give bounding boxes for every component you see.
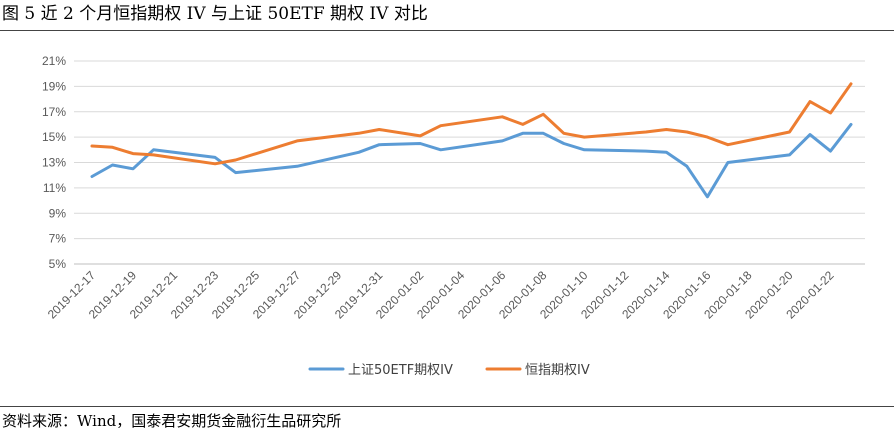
legend-label: 恒指期权IV — [525, 362, 590, 378]
series-line-2 — [90, 82, 853, 166]
legend: 上证50ETF期权IV 恒指期权IV — [308, 362, 590, 378]
top-rule — [0, 30, 894, 31]
source-note: 资料来源：Wind，国泰君安期货金融衍生品研究所 — [2, 412, 342, 430]
series-lines — [90, 82, 853, 199]
x-axis: 2019-12-172019-12-192019-12-212019-12-23… — [45, 268, 837, 322]
y-tick-label: 15% — [42, 130, 66, 144]
y-tick-label: 17% — [42, 105, 66, 119]
bottom-rule — [0, 406, 894, 407]
line-chart: 5% 7% 9% 11% 13% 15% 17% 19% 21% 2019-12-172019-… — [42, 54, 865, 378]
y-tick-label: 9% — [49, 206, 67, 220]
y-tick-label: 21% — [42, 54, 66, 68]
legend-label: 上证50ETF期权IV — [348, 362, 453, 378]
figure-title: 图 5 近 2 个月恒指期权 IV 与上证 50ETF 期权 IV 对比 — [2, 4, 428, 24]
y-tick-label: 19% — [42, 79, 66, 93]
grid-lines — [74, 60, 865, 240]
y-tick-label: 5% — [49, 257, 67, 271]
series-line-1 — [90, 122, 853, 199]
y-axis: 5% 7% 9% 11% 13% 15% 17% 19% 21% — [42, 54, 66, 271]
y-tick-label: 7% — [49, 232, 67, 246]
y-tick-label: 13% — [42, 156, 66, 170]
y-tick-label: 11% — [43, 181, 66, 195]
